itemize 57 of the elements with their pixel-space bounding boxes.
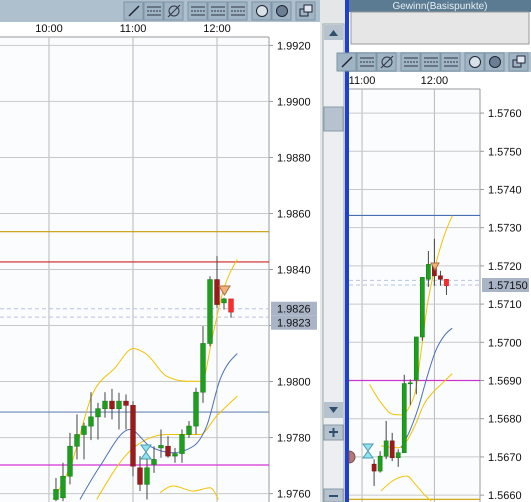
candlestick — [102, 392, 108, 418]
y-tick-label: 1.5690 — [488, 376, 522, 388]
candlestick — [88, 392, 94, 441]
candlestick — [60, 462, 66, 502]
candlestick — [221, 297, 227, 310]
line-series — [79, 353, 238, 500]
y-tick-label: 1.9860 — [277, 208, 311, 220]
candlestick — [158, 428, 164, 458]
y-tick-label: 1.9840 — [277, 264, 311, 276]
y-tick-label: 1.9800 — [277, 376, 311, 389]
x-tick-label: 11:00 — [120, 23, 146, 35]
y-tick-label: 1.5740 — [488, 184, 522, 196]
y-tick-label: 1.9880 — [277, 152, 311, 164]
x-tick-label: 12:00 — [420, 75, 448, 87]
line-series — [380, 373, 453, 448]
y-tick-label: 1.5700 — [488, 337, 522, 350]
ref-line-label: 1.9823 — [277, 318, 311, 330]
y-tick-label: 1.5720 — [488, 260, 522, 273]
candlestick — [116, 392, 122, 430]
line-series — [400, 328, 453, 448]
candlestick — [137, 456, 143, 492]
y-tick-label: 1.5730 — [488, 222, 522, 235]
x-tick-label: 11:00 — [348, 75, 376, 87]
candlestick — [74, 414, 80, 460]
line-series — [380, 476, 432, 502]
line-series — [96, 396, 238, 500]
candlestick — [109, 388, 115, 420]
candlestick — [81, 422, 87, 460]
candlestick — [53, 477, 59, 502]
candlestick — [172, 447, 178, 464]
candlestick — [228, 298, 234, 318]
y-tick-label: 1.5660 — [488, 490, 522, 502]
y-tick-label: 1.5680 — [488, 414, 522, 426]
y-tick-label: 1.9780 — [277, 432, 311, 445]
candlestick — [444, 278, 449, 296]
ref-line-label: 1.9826 — [277, 304, 311, 316]
candlestick — [95, 402, 101, 440]
text: Gewinn(Basispunkte) — [392, 1, 488, 12]
candlestick — [390, 432, 395, 462]
line-series — [52, 258, 238, 500]
x-tick-label: 12:00 — [203, 23, 231, 35]
y-tick-label: 1.9760 — [277, 488, 311, 501]
line-series — [159, 486, 219, 500]
y-tick-label: 1.5760 — [488, 108, 522, 120]
y-tick-label: 1.9920 — [277, 40, 311, 52]
y-tick-label: 1.9900 — [277, 96, 311, 108]
y-tick-label: 1.5710 — [488, 299, 522, 312]
candlestick — [186, 420, 192, 438]
ref-line-label: 1.57150 — [488, 280, 528, 292]
candlestick — [179, 428, 185, 464]
candlestick — [165, 436, 171, 458]
y-tick-label: 1.5750 — [488, 146, 522, 158]
candlestick — [151, 446, 157, 474]
x-tick-label: 10:00 — [35, 23, 63, 35]
y-tick-label: 1.5670 — [488, 452, 522, 464]
candlestick — [372, 458, 376, 486]
line-series — [369, 215, 453, 416]
